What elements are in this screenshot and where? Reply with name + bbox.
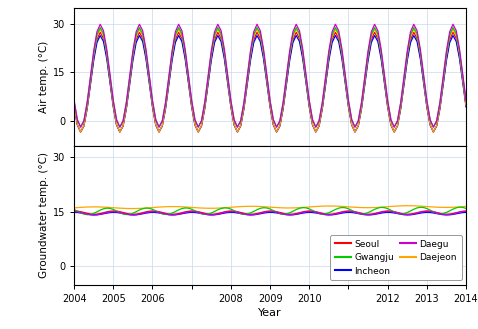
Line: Seoul: Seoul — [74, 211, 466, 214]
Daegu — [166, 213, 172, 216]
Daejeon — [444, 205, 449, 209]
Seoul — [241, 211, 247, 215]
Daejeon — [110, 206, 116, 210]
Incheon — [71, 211, 77, 215]
Gwangju — [241, 212, 247, 216]
Seoul — [463, 209, 469, 213]
Gwangju — [319, 212, 325, 216]
Daejeon — [130, 207, 136, 211]
Daejeon — [241, 204, 247, 208]
Daegu — [114, 210, 120, 214]
Gwangju — [339, 206, 345, 210]
Incheon — [463, 211, 469, 215]
X-axis label: Year: Year — [258, 308, 282, 318]
Daegu — [241, 212, 247, 216]
Gwangju — [114, 209, 120, 213]
Daegu — [440, 212, 446, 216]
Line: Incheon: Incheon — [74, 213, 466, 215]
Gwangju — [166, 212, 172, 216]
Line: Gwangju: Gwangju — [74, 207, 466, 215]
Incheon — [339, 211, 345, 215]
Daejeon — [166, 205, 172, 209]
Daejeon — [319, 204, 325, 208]
Seoul — [71, 209, 77, 213]
Incheon — [241, 212, 247, 216]
Seoul — [114, 209, 120, 213]
Line: Daegu: Daegu — [74, 211, 466, 215]
Seoul — [166, 212, 172, 216]
Y-axis label: Air temp. (°C): Air temp. (°C) — [39, 41, 49, 114]
Seoul — [91, 212, 97, 216]
Daegu — [91, 213, 97, 217]
Incheon — [440, 213, 446, 217]
Incheon — [114, 211, 120, 215]
Gwangju — [440, 212, 446, 215]
Legend: Seoul, Gwangju, Incheon, Daegu, Daejeon: Seoul, Gwangju, Incheon, Daegu, Daejeon — [330, 235, 462, 280]
Daejeon — [463, 204, 469, 208]
Daegu — [339, 210, 345, 214]
Seoul — [319, 211, 325, 215]
Daegu — [463, 209, 469, 213]
Y-axis label: Groundwater temp. (°C): Groundwater temp. (°C) — [39, 153, 49, 278]
Gwangju — [84, 213, 90, 217]
Gwangju — [71, 208, 77, 212]
Gwangju — [456, 205, 462, 209]
Daejeon — [339, 204, 345, 208]
Daegu — [71, 210, 77, 214]
Seoul — [339, 210, 345, 214]
Daegu — [319, 212, 325, 216]
Gwangju — [463, 207, 469, 211]
Incheon — [319, 212, 325, 216]
Daejeon — [404, 204, 410, 208]
Line: Daejeon: Daejeon — [74, 206, 466, 209]
Incheon — [166, 213, 172, 217]
Daejeon — [71, 206, 77, 210]
Incheon — [91, 213, 97, 217]
Seoul — [440, 212, 446, 216]
